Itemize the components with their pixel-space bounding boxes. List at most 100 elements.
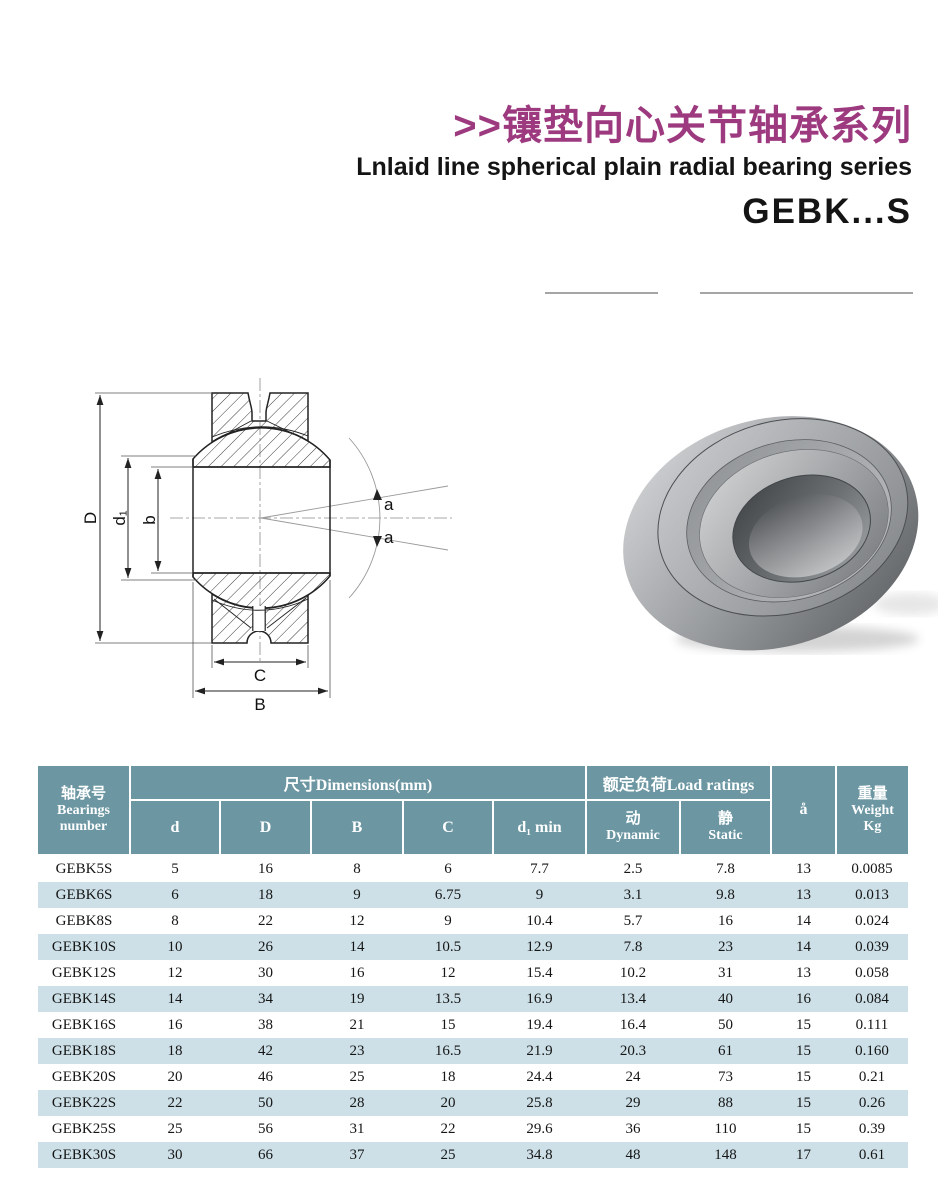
table-cell: 18: [130, 1038, 220, 1064]
bearing-spec-table: 轴承号 Bearings number 尺寸Dimensions(mm) 额定负…: [38, 766, 908, 1168]
dynamic-header-en: Dynamic: [606, 828, 660, 844]
bearing-photo: [623, 416, 938, 652]
col-header-B: B: [311, 800, 404, 856]
bearing-number-cell: GEBK16S: [38, 1012, 130, 1038]
static-header-zh: 静: [717, 811, 733, 828]
table-cell: 30: [220, 960, 311, 986]
col-group-load-ratings: 额定负荷Load ratings: [586, 766, 772, 801]
table-cell: 15: [771, 1116, 836, 1142]
static-header-en: Static: [708, 828, 743, 844]
bearing-number-cell: GEBK25S: [38, 1116, 130, 1142]
table-cell: 10.4: [493, 908, 586, 934]
table-cell: 37: [311, 1142, 403, 1168]
col-header-weight: 重量 Weight Kg: [836, 766, 908, 856]
table-cell: 0.039: [836, 934, 908, 960]
table-cell: 31: [311, 1116, 403, 1142]
table-cell: 25: [403, 1142, 493, 1168]
bearing-number-cell: GEBK22S: [38, 1090, 130, 1116]
table-row: GEBK10S 10 26 14 10.5 12.9 7.8 23 14 0.039: [38, 934, 908, 960]
table-body: GEBK5S 5 16 8 6 7.7 2.5 7.8 13 0.0085 GEBK6S 6 18 9 6.…: [38, 855, 908, 1168]
table-cell: 48: [586, 1142, 680, 1168]
dynamic-header-zh: 动: [625, 811, 641, 828]
table-cell: 15: [771, 1012, 836, 1038]
table-cell: 25.8: [493, 1090, 586, 1116]
table-cell: 0.39: [836, 1116, 908, 1142]
table-cell: 17: [771, 1142, 836, 1168]
table-cell: 50: [680, 1012, 771, 1038]
table-cell: 7.8: [680, 855, 771, 882]
table-cell: 23: [311, 1038, 403, 1064]
table-cell: 6.75: [403, 882, 493, 908]
title-block: >>镶垫向心关节轴承系列 Lnlaid line spherical plain…: [356, 104, 912, 232]
col-header-D: D: [220, 800, 312, 856]
table-cell: 50: [220, 1090, 311, 1116]
dimension-lines: [96, 395, 328, 695]
bearings-header-zh: 轴承号: [60, 785, 106, 802]
table-cell: 24.4: [493, 1064, 586, 1090]
page-title-chinese: >>镶垫向心关节轴承系列: [453, 104, 912, 148]
table-cell: 20.3: [586, 1038, 680, 1064]
table-cell: 22: [130, 1090, 220, 1116]
table-cell: 14: [130, 986, 220, 1012]
dim-label-B: B: [254, 695, 265, 714]
table-cell: 16: [771, 986, 836, 1012]
table-cell: 19.4: [493, 1012, 586, 1038]
bore-edges: [192, 459, 331, 577]
weight-header-en: Weight: [851, 802, 894, 818]
col-header-angle: å: [771, 766, 837, 856]
col-header-dynamic: 动 Dynamic: [586, 800, 681, 856]
table-cell: 38: [220, 1012, 311, 1038]
table-cell: 21.9: [493, 1038, 586, 1064]
table-cell: 16: [680, 908, 771, 934]
table-cell: 0.160: [836, 1038, 908, 1064]
table-cell: 0.024: [836, 908, 908, 934]
table-cell: 10.2: [586, 960, 680, 986]
table-cell: 14: [311, 934, 403, 960]
table-row: GEBK20S 20 46 25 18 24.4 24 73 15 0.21: [38, 1064, 908, 1090]
table-cell: 73: [680, 1064, 771, 1090]
table-cell: 12: [311, 908, 403, 934]
table-cell: 40: [680, 986, 771, 1012]
table-row: GEBK12S 12 30 16 12 15.4 10.2 31 13 0.058: [38, 960, 908, 986]
weight-header-zh: 重量: [857, 785, 888, 802]
table-cell: 19: [311, 986, 403, 1012]
table-cell: 66: [220, 1142, 311, 1168]
table-row: GEBK25S 25 56 31 22 29.6 36 110 15 0.39: [38, 1116, 908, 1142]
table-cell: 0.21: [836, 1064, 908, 1090]
bearing-number-cell: GEBK30S: [38, 1142, 130, 1168]
table-cell: 61: [680, 1038, 771, 1064]
table-cell: 24: [586, 1064, 680, 1090]
table-row: GEBK5S 5 16 8 6 7.7 2.5 7.8 13 0.0085: [38, 855, 908, 882]
bearing-number-cell: GEBK8S: [38, 908, 130, 934]
table-cell: 36: [586, 1116, 680, 1142]
bearing-number-cell: GEBK5S: [38, 855, 130, 882]
table-cell: 16: [220, 855, 311, 882]
table-cell: 15: [403, 1012, 493, 1038]
table-cell: 0.058: [836, 960, 908, 986]
table-cell: 30: [130, 1142, 220, 1168]
table-cell: 20: [403, 1090, 493, 1116]
table-cell: 16: [311, 960, 403, 986]
bearing-number-cell: GEBK10S: [38, 934, 130, 960]
table-cell: 12: [130, 960, 220, 986]
series-model-code: GEBK...S: [742, 192, 912, 231]
table-cell: 88: [680, 1090, 771, 1116]
angle-construction-lines: [260, 437, 449, 599]
table-cell: 16.4: [586, 1012, 680, 1038]
table-cell: 13: [771, 855, 836, 882]
divider-line-left: [545, 292, 658, 294]
page-title-english: Lnlaid line spherical plain radial beari…: [356, 153, 912, 181]
table-row: GEBK22S 22 50 28 20 25.8 29 88 15 0.26: [38, 1090, 908, 1116]
bearing-number-cell: GEBK6S: [38, 882, 130, 908]
table-cell: 16: [130, 1012, 220, 1038]
bearing-number-cell: GEBK18S: [38, 1038, 130, 1064]
table-cell: 26: [220, 934, 311, 960]
table-cell: 10.5: [403, 934, 493, 960]
bearing-body: [623, 416, 919, 651]
table-cell: 0.0085: [836, 855, 908, 882]
weight-header-unit: Kg: [863, 819, 882, 834]
table-cell: 9.8: [680, 882, 771, 908]
bearing-number-cell: GEBK12S: [38, 960, 130, 986]
table-cell: 0.111: [836, 1012, 908, 1038]
table-cell: 22: [403, 1116, 493, 1142]
